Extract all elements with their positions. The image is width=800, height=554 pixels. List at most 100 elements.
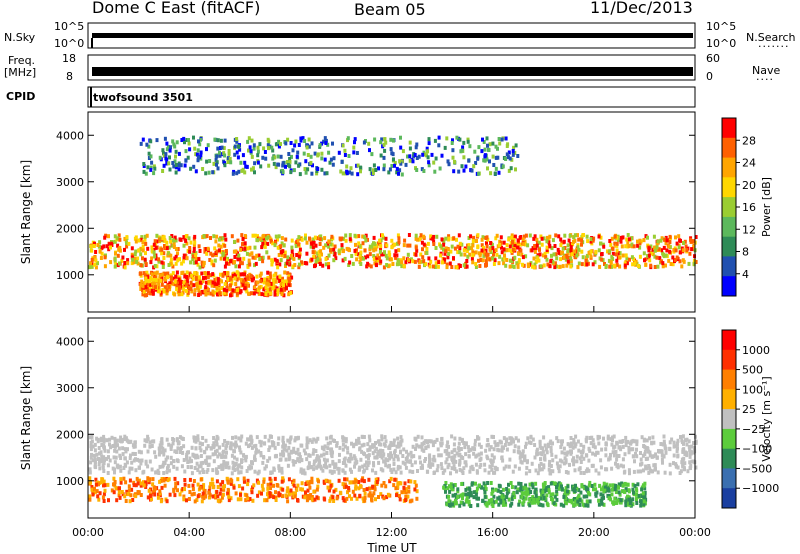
range-cell	[692, 441, 695, 445]
range-cell	[371, 443, 375, 448]
range-cell	[277, 466, 281, 470]
range-cell	[512, 145, 516, 150]
range-cell	[631, 502, 635, 507]
range-cell	[188, 456, 192, 461]
range-cell	[587, 483, 591, 488]
range-cell	[120, 490, 124, 494]
range-cell	[215, 160, 219, 165]
range-cell	[174, 165, 178, 170]
range-cell	[394, 486, 398, 491]
range-cell	[215, 234, 219, 239]
range-cell	[223, 282, 227, 286]
range-cell	[569, 259, 573, 264]
range-cell	[388, 167, 392, 172]
range-cell	[475, 486, 479, 491]
range-cell	[307, 461, 311, 466]
range-cell	[407, 485, 411, 490]
range-cell	[309, 154, 313, 159]
range-cell	[540, 452, 544, 457]
range-cell	[144, 171, 148, 176]
range-cell	[286, 438, 290, 443]
range-cell	[545, 245, 549, 250]
range-cell	[253, 288, 257, 293]
range-cell	[322, 452, 326, 457]
range-cell	[474, 161, 478, 165]
range-cell	[332, 499, 336, 503]
range-cell	[591, 238, 595, 243]
range-cell	[230, 471, 234, 476]
range-cell	[591, 262, 595, 267]
range-cell	[111, 444, 115, 448]
range-cell	[384, 463, 388, 468]
range-cell	[285, 448, 289, 453]
range-cell	[253, 245, 257, 250]
range-cell	[130, 261, 134, 266]
range-cell	[213, 494, 217, 498]
range-cell	[458, 436, 462, 441]
range-cell	[206, 275, 210, 279]
range-cell	[331, 495, 335, 500]
range-cell	[345, 164, 349, 169]
range-cell	[194, 436, 198, 440]
range-cell	[488, 498, 492, 503]
range-cell	[233, 260, 236, 264]
range-cell	[285, 261, 289, 266]
range-cell	[326, 446, 330, 451]
range-cell	[224, 446, 228, 451]
range-cell	[621, 235, 625, 240]
range-cell	[465, 498, 469, 503]
range-cell	[377, 495, 380, 499]
range-cell	[492, 447, 496, 452]
range-cell	[505, 491, 509, 496]
range-cell	[466, 445, 470, 450]
range-cell	[556, 482, 560, 487]
range-cell	[258, 273, 262, 278]
range-cell	[119, 477, 123, 482]
range-cell	[197, 139, 200, 144]
range-cell	[281, 276, 284, 281]
range-cell	[445, 444, 449, 449]
range-cell	[602, 502, 606, 507]
range-cell	[191, 487, 195, 492]
range-cell	[438, 166, 442, 171]
range-cell	[237, 273, 241, 278]
range-cell	[239, 289, 243, 294]
range-cell	[516, 238, 520, 243]
range-cell	[287, 276, 291, 281]
range-cell	[89, 261, 93, 266]
range-cell	[440, 153, 444, 158]
range-cell	[401, 454, 405, 458]
range-cell	[518, 235, 522, 240]
range-cell	[121, 452, 125, 457]
range-cell	[190, 445, 194, 450]
range-cell	[294, 160, 298, 165]
range-cell	[306, 488, 310, 493]
range-cell	[88, 467, 92, 472]
range-cell	[490, 242, 494, 247]
range-cell	[213, 246, 217, 251]
range-cell	[443, 251, 447, 256]
cpid-frame	[87, 86, 696, 108]
range-cell	[564, 501, 568, 506]
range-cell	[580, 262, 584, 267]
range-cell	[94, 477, 98, 482]
range-cell	[394, 249, 398, 254]
range-cell	[284, 279, 288, 284]
range-cell	[483, 490, 487, 495]
range-cell	[422, 440, 426, 445]
range-cell	[242, 476, 246, 481]
range-cell	[556, 439, 560, 444]
range-cell	[271, 443, 275, 448]
range-cell	[243, 243, 247, 248]
range-cell	[133, 440, 137, 445]
range-cell	[175, 466, 179, 471]
range-cell	[233, 455, 236, 460]
range-cell	[204, 438, 208, 443]
range-cell	[486, 481, 490, 485]
range-cell	[552, 501, 556, 505]
range-cell	[328, 479, 332, 484]
range-cell	[676, 454, 680, 459]
range-cell	[506, 488, 510, 493]
